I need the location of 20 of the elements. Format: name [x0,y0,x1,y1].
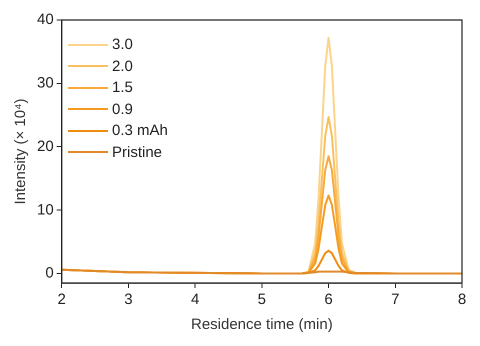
legend-label: 1.5 [112,79,133,96]
y-tick-label: 10 [36,201,54,218]
x-axis-title: Residence time (min) [190,316,333,334]
x-tick-label: 8 [458,291,466,308]
x-tick-label: 5 [258,291,266,308]
y-tick-label: 0 [45,264,54,282]
x-tick-label: 2 [58,291,66,308]
legend-label: Pristine [112,144,162,161]
y-tick-label: 30 [36,74,54,92]
legend-label: 0.3 mAh [112,122,168,140]
y-axis-title: Intensity (× 10⁴) [12,98,30,205]
y-tick-label: 20 [36,138,54,155]
legend-label: 3.0 [112,36,133,54]
y-tick-label: 40 [36,11,54,28]
x-tick-label: 6 [324,291,333,308]
x-tick-label: 7 [391,291,400,308]
x-tick-label: 4 [190,291,200,308]
legend-label: 2.0 [112,58,133,75]
legend-label: 0.9 [112,100,133,118]
x-tick-label: 3 [124,291,133,308]
